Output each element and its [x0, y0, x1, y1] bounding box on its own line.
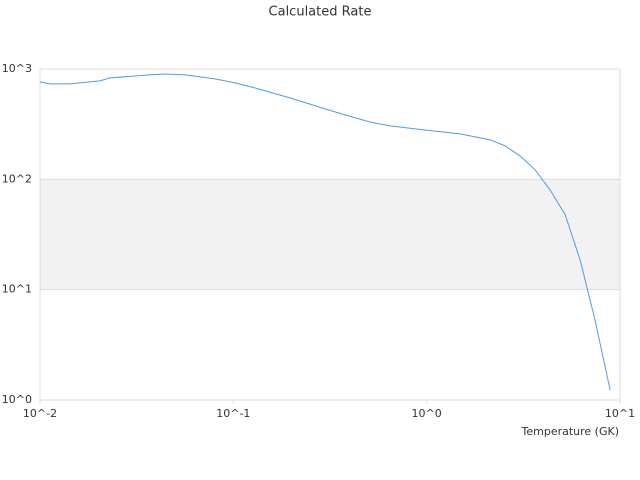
y-tick-label: 10^0: [2, 393, 32, 406]
y-tick-label: 10^3: [2, 62, 32, 75]
x-tick-label: 10^1: [605, 407, 635, 420]
y-tick-label: 10^1: [2, 283, 32, 296]
x-tick-label: 10^0: [412, 407, 442, 420]
grid-band: [40, 179, 620, 290]
x-axis-label: Temperature (GK): [521, 425, 620, 438]
y-tick-label: 10^2: [2, 172, 32, 185]
x-tick-label: 10^-2: [23, 407, 57, 420]
chart-title: Calculated Rate: [269, 5, 372, 20]
x-tick-label: 10^-1: [216, 407, 250, 420]
line-series: [39, 73, 611, 391]
